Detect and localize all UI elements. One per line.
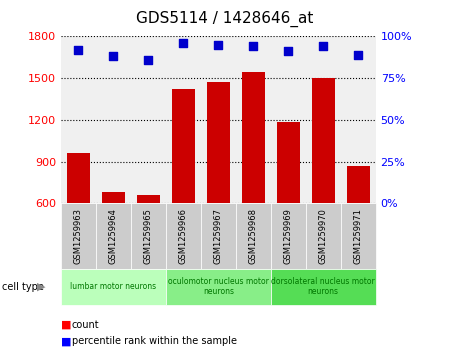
Bar xyxy=(172,89,194,203)
Point xyxy=(110,53,117,59)
Point xyxy=(215,42,222,48)
Point xyxy=(180,40,187,46)
Bar xyxy=(312,78,335,203)
Point xyxy=(250,44,257,49)
Bar xyxy=(207,82,230,203)
Text: ■: ■ xyxy=(61,336,71,346)
Bar xyxy=(67,153,90,203)
Text: GSM1259965: GSM1259965 xyxy=(144,208,153,264)
Text: GSM1259968: GSM1259968 xyxy=(249,208,258,264)
Text: ■: ■ xyxy=(61,320,71,330)
Text: GSM1259971: GSM1259971 xyxy=(354,208,363,264)
Text: ▶: ▶ xyxy=(37,282,45,292)
Text: count: count xyxy=(72,320,99,330)
Bar xyxy=(347,166,369,203)
Text: GDS5114 / 1428646_at: GDS5114 / 1428646_at xyxy=(136,11,314,27)
Bar xyxy=(102,192,125,203)
Text: GSM1259969: GSM1259969 xyxy=(284,208,293,264)
Point xyxy=(285,48,292,54)
Point xyxy=(75,47,82,53)
Text: GSM1259963: GSM1259963 xyxy=(74,208,83,264)
Text: lumbar motor neurons: lumbar motor neurons xyxy=(70,282,156,291)
Point xyxy=(320,44,327,49)
Point xyxy=(144,57,152,62)
Text: GSM1259970: GSM1259970 xyxy=(319,208,328,264)
Point xyxy=(355,52,362,58)
Text: oculomotor nucleus motor
neurons: oculomotor nucleus motor neurons xyxy=(168,277,269,297)
Bar xyxy=(277,122,300,203)
Bar xyxy=(242,73,265,203)
Text: percentile rank within the sample: percentile rank within the sample xyxy=(72,336,237,346)
Bar xyxy=(137,195,160,203)
Text: GSM1259964: GSM1259964 xyxy=(109,208,118,264)
Text: GSM1259966: GSM1259966 xyxy=(179,208,188,264)
Text: GSM1259967: GSM1259967 xyxy=(214,208,223,264)
Text: dorsolateral nucleus motor
neurons: dorsolateral nucleus motor neurons xyxy=(271,277,375,297)
Text: cell type: cell type xyxy=(2,282,44,292)
